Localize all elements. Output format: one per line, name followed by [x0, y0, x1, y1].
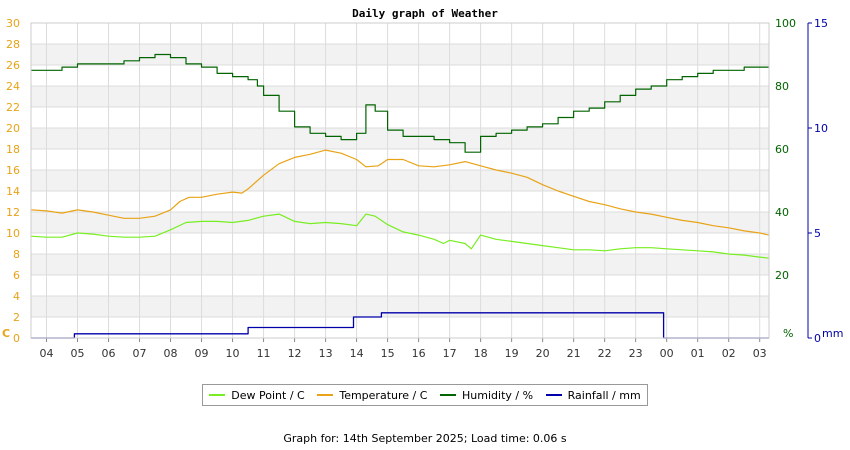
chart-title: Daily graph of Weather: [352, 7, 498, 20]
left-tick-label: 0: [13, 332, 20, 345]
footer-status: Graph for: 14th September 2025; Load tim…: [283, 432, 567, 445]
left-tick-label: 10: [6, 227, 20, 240]
left-tick-label: 4: [13, 290, 20, 303]
left-tick-label: 18: [6, 143, 20, 156]
left-tick-label: 8: [13, 248, 20, 261]
x-tick-label: 09: [195, 347, 209, 360]
x-tick-label: 22: [598, 347, 612, 360]
dew-point-swatch: [209, 394, 226, 396]
x-tick-label: 20: [536, 347, 550, 360]
x-tick-label: 00: [660, 347, 674, 360]
legend-item-rainfall: Rainfall / mm: [545, 388, 641, 402]
series-line-dew-point: [30, 213, 770, 259]
humidity-tick-label: 100: [775, 17, 796, 30]
humidity-tick-label: 80: [775, 80, 789, 93]
x-tick-label: 07: [133, 347, 147, 360]
left-tick-label: 20: [6, 122, 20, 135]
rain-axis-label: mm: [822, 327, 843, 340]
plot-band: [31, 86, 769, 107]
left-tick-label: 26: [6, 59, 20, 72]
left-tick-label: 24: [6, 80, 20, 93]
left-tick-label: 6: [13, 269, 20, 282]
humidity-axis-label: %: [783, 327, 793, 340]
rainfall-swatch: [545, 394, 562, 396]
legend-item-dew-point: Dew Point / C: [209, 388, 305, 402]
left-tick-label: 14: [6, 185, 20, 198]
x-tick-label: 06: [102, 347, 116, 360]
left-tick-label: 22: [6, 101, 20, 114]
series-line-humidity: [31, 53, 769, 153]
plot-frame: [30, 22, 770, 339]
x-tick-label: 14: [350, 347, 364, 360]
series-line-temperature: [30, 149, 770, 236]
plot-band: [31, 170, 769, 191]
left-tick-label: 12: [6, 206, 20, 219]
x-tick-label: 16: [412, 347, 426, 360]
left-tick-label: 28: [6, 38, 20, 51]
plot-band: [31, 254, 769, 275]
x-tick-label: 02: [722, 347, 736, 360]
data-series: [30, 53, 770, 339]
x-tick-label: 12: [288, 347, 302, 360]
x-tick-label: 19: [505, 347, 519, 360]
legend-label: Rainfall / mm: [567, 388, 641, 402]
x-tick-label: 08: [164, 347, 178, 360]
legend: Dew Point / C Temperature / C Humidity /…: [202, 384, 648, 406]
left-axis-label: C: [2, 327, 10, 340]
plot-bands: [31, 44, 769, 317]
humidity-tick-label: 40: [775, 206, 789, 219]
legend-item-humidity: Humidity / %: [440, 389, 533, 402]
x-tick-label: 15: [381, 347, 395, 360]
rain-tick-label: 10: [814, 122, 828, 135]
x-tick-label: 21: [567, 347, 581, 360]
x-tick-label: 05: [71, 347, 85, 360]
x-tick-label: 10: [226, 347, 240, 360]
plot-band: [31, 212, 769, 233]
legend-label: Humidity / %: [462, 388, 534, 402]
rain-tick-label: 15: [814, 17, 828, 30]
axes: [30, 22, 812, 342]
humidity-tick-label: 60: [775, 143, 789, 156]
x-tick-label: 03: [753, 347, 767, 360]
x-tick-label: 13: [319, 347, 333, 360]
legend-label: Temperature / C: [339, 388, 428, 402]
humidity-swatch: [440, 394, 457, 396]
x-tick-label: 04: [40, 347, 54, 360]
plot-band: [31, 44, 769, 65]
plot-band: [31, 128, 769, 149]
rain-tick-label: 5: [814, 227, 821, 240]
x-tick-label: 23: [629, 347, 643, 360]
tick-labels: 04 05 06 07 08 09 10 11 12 13 14 15 16 17 18 19 20 21 22 23…: [2, 17, 843, 360]
left-tick-label: 30: [6, 17, 20, 30]
series-line-rainfall: [31, 312, 769, 339]
temperature-swatch: [317, 394, 334, 396]
legend-item-temperature: Temperature / C: [317, 389, 427, 402]
left-tick-label: 2: [13, 311, 20, 324]
x-tick-label: 01: [691, 347, 705, 360]
legend-label: Dew Point / C: [231, 388, 305, 402]
left-tick-label: 16: [6, 164, 20, 177]
plot-band: [31, 296, 769, 317]
x-tick-label: 17: [443, 347, 457, 360]
rain-tick-label: 0: [814, 332, 821, 345]
weather-chart: Daily graph of Weather 04 05 06 07 08 09 10 11 1…: [2, 7, 844, 360]
x-tick-label: 18: [474, 347, 488, 360]
x-tick-label: 11: [257, 347, 271, 360]
humidity-tick-label: 20: [775, 269, 789, 282]
